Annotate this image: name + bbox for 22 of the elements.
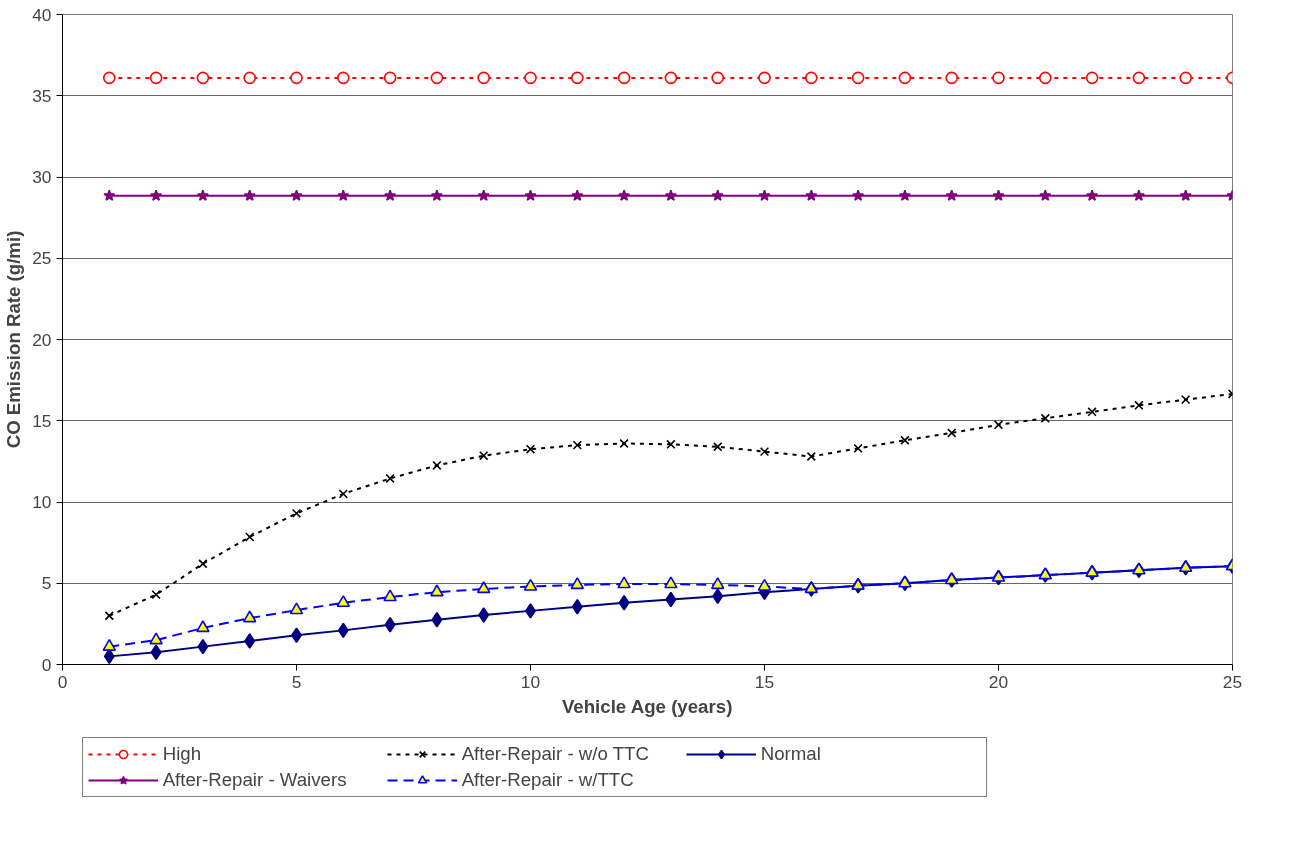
x-tick-label: 0 — [57, 671, 68, 692]
legend-label: After-Repair - w/TTC — [461, 769, 635, 791]
y-tick-label: 25 — [32, 248, 52, 269]
y-tick-label: 15 — [32, 410, 52, 431]
x-tick-label: 10 — [520, 671, 541, 692]
y-tick-label: 35 — [32, 85, 52, 106]
legend-label: Normal — [760, 743, 822, 765]
x-tick-label: 20 — [988, 671, 1009, 692]
legend-label: After-Repair - Waivers — [162, 769, 348, 791]
x-tick-label: 25 — [1222, 671, 1243, 692]
y-tick-label: 10 — [32, 492, 52, 512]
x-tick-label: 5 — [291, 671, 302, 692]
y-tick-label: 0 — [41, 654, 52, 675]
legend-label: High — [162, 743, 203, 765]
x-tick-label: 15 — [754, 671, 775, 692]
y-tick-label: 30 — [32, 167, 52, 187]
y-tick-label: 5 — [41, 573, 52, 594]
y-axis-title: CO Emission Rate (g/mi) — [3, 230, 25, 449]
x-axis-title: Vehicle Age (years) — [561, 695, 733, 717]
y-tick-label: 20 — [32, 329, 52, 350]
legend-label: After-Repair - w/o TTC — [461, 743, 650, 765]
y-tick-label: 40 — [32, 4, 52, 25]
